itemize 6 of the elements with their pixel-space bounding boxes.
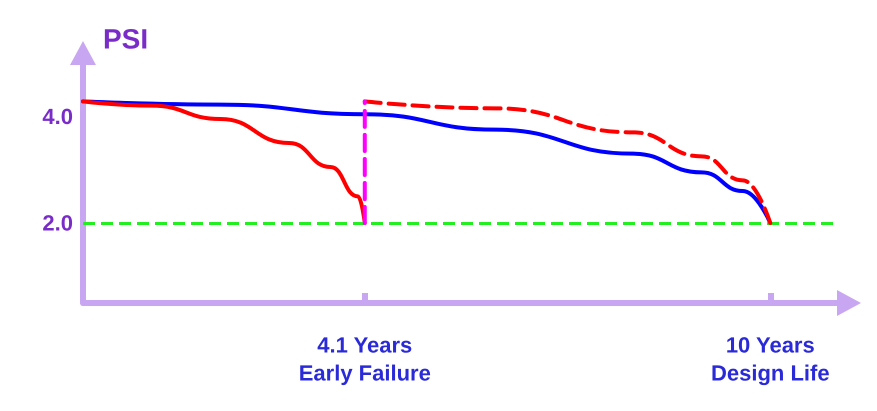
x-tick-label: 4.1 Years Early Failure <box>298 332 431 386</box>
x-tick-label: 10 Years Design Life <box>710 332 830 386</box>
y-axis-title: PSI <box>103 24 148 54</box>
y-tick-label: 4.0 <box>42 104 73 129</box>
y-tick-label: 2.0 <box>42 210 73 236</box>
line-series <box>81 99 367 225</box>
